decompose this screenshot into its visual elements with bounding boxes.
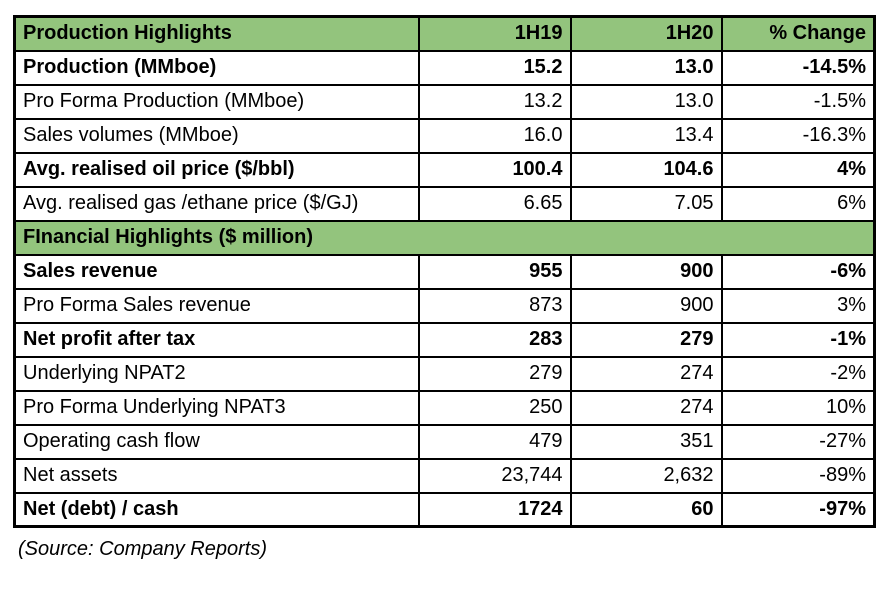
row-label-cell: Operating cash flow	[13, 423, 420, 460]
value-change-cell: -14.5%	[720, 49, 876, 86]
table-row: Net (debt) / cash 1724 60 -97%	[13, 491, 876, 528]
row-label-cell: Underlying NPAT2	[13, 355, 420, 392]
column-header-production-highlights: Production Highlights	[13, 15, 420, 52]
value-1h20-cell: 13.0	[569, 49, 723, 86]
value-1h19-cell: 23,744	[417, 457, 572, 494]
value-change-cell: -89%	[720, 457, 876, 494]
value-1h19-cell: 283	[417, 321, 572, 358]
row-label-cell: Net (debt) / cash	[13, 491, 420, 528]
column-header-1h20: 1H20	[569, 15, 723, 52]
value-change-cell: -2%	[720, 355, 876, 392]
row-label-cell: Sales volumes (MMboe)	[13, 117, 420, 154]
table-row: Net assets 23,744 2,632 -89%	[13, 457, 876, 494]
row-label-cell: Pro Forma Underlying NPAT3	[13, 389, 420, 426]
value-1h19-cell: 479	[417, 423, 572, 460]
value-1h19-cell: 873	[417, 287, 572, 324]
value-1h20-cell: 104.6	[569, 151, 723, 188]
value-1h19-cell: 6.65	[417, 185, 572, 222]
value-1h20-cell: 279	[569, 321, 723, 358]
table-row: Production (MMboe) 15.2 13.0 -14.5%	[13, 49, 876, 86]
value-1h19-cell: 15.2	[417, 49, 572, 86]
value-1h19-cell: 279	[417, 355, 572, 392]
value-change-cell: 10%	[720, 389, 876, 426]
value-1h19-cell: 100.4	[417, 151, 572, 188]
table-row: Pro Forma Underlying NPAT3 250 274 10%	[13, 389, 876, 426]
value-change-cell: -1%	[720, 321, 876, 358]
table-row: Underlying NPAT2 279 274 -2%	[13, 355, 876, 392]
value-change-cell: 6%	[720, 185, 876, 222]
row-label-cell: Production (MMboe)	[13, 49, 420, 86]
section-header-row: FInancial Highlights ($ million)	[13, 219, 876, 256]
value-1h19-cell: 1724	[417, 491, 572, 528]
row-label-cell: Net assets	[13, 457, 420, 494]
table-row: Avg. realised gas /ethane price ($/GJ) 6.…	[13, 185, 876, 222]
value-1h20-cell: 900	[569, 253, 723, 290]
table-row: Net profit after tax 283 279 -1%	[13, 321, 876, 358]
row-label-cell: Avg. realised gas /ethane price ($/GJ)	[13, 185, 420, 222]
value-change-cell: -1.5%	[720, 83, 876, 120]
column-header-change: % Change	[720, 15, 876, 52]
value-1h20-cell: 274	[569, 389, 723, 426]
production-financial-highlights-table: Production Highlights 1H19 1H20 % Change…	[13, 15, 876, 528]
section-title: FInancial Highlights ($ million)	[13, 219, 876, 256]
row-label-cell: Sales revenue	[13, 253, 420, 290]
table-row: Avg. realised oil price ($/bbl) 100.4 104.…	[13, 151, 876, 188]
column-header-1h19: 1H19	[417, 15, 572, 52]
value-1h20-cell: 351	[569, 423, 723, 460]
row-label-cell: Pro Forma Sales revenue	[13, 287, 420, 324]
table-row: Pro Forma Production (MMboe) 13.2 13.0 -1.5…	[13, 83, 876, 120]
table-row: Sales revenue 955 900 -6%	[13, 253, 876, 290]
value-change-cell: 3%	[720, 287, 876, 324]
value-change-cell: -27%	[720, 423, 876, 460]
source-note: (Source: Company Reports)	[18, 538, 267, 560]
value-1h19-cell: 955	[417, 253, 572, 290]
row-label-cell: Avg. realised oil price ($/bbl)	[13, 151, 420, 188]
value-change-cell: -6%	[720, 253, 876, 290]
row-label-cell: Pro Forma Production (MMboe)	[13, 83, 420, 120]
table-row: Sales volumes (MMboe) 16.0 13.4 -16.3%	[13, 117, 876, 154]
value-1h20-cell: 60	[569, 491, 723, 528]
value-1h20-cell: 274	[569, 355, 723, 392]
value-1h19-cell: 13.2	[417, 83, 572, 120]
value-change-cell: -97%	[720, 491, 876, 528]
value-1h20-cell: 13.4	[569, 117, 723, 154]
table-header-row: Production Highlights 1H19 1H20 % Change	[13, 15, 876, 52]
value-change-cell: -16.3%	[720, 117, 876, 154]
value-1h20-cell: 7.05	[569, 185, 723, 222]
value-1h19-cell: 16.0	[417, 117, 572, 154]
table-row: Pro Forma Sales revenue 873 900 3%	[13, 287, 876, 324]
table-row: Operating cash flow 479 351 -27%	[13, 423, 876, 460]
row-label-cell: Net profit after tax	[13, 321, 420, 358]
value-1h20-cell: 900	[569, 287, 723, 324]
value-1h20-cell: 2,632	[569, 457, 723, 494]
value-change-cell: 4%	[720, 151, 876, 188]
value-1h20-cell: 13.0	[569, 83, 723, 120]
value-1h19-cell: 250	[417, 389, 572, 426]
